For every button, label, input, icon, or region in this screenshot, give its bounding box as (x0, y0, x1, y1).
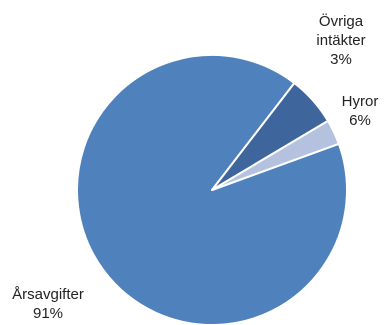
slice-label-line: 3% (330, 51, 352, 68)
slice-label-line: 91% (33, 305, 63, 322)
pie-labels: Årsavgifter 91% Hyror 6% Övriga intäkter 3% (12, 12, 378, 322)
slice-label: Årsavgifter 91% (12, 286, 84, 322)
slice-label: Hyror 6% (342, 93, 379, 129)
slice-label: Övriga intäkter 3% (316, 12, 365, 68)
slice-label-line: Årsavgifter (12, 286, 84, 303)
slice-label-line: 6% (349, 112, 371, 129)
slice-label-line: Hyror (342, 93, 379, 110)
slice-label-line: intäkter (316, 32, 365, 49)
pie-slices (76, 54, 348, 325)
pie-slice-övriga-intäkter (211, 119, 340, 191)
slice-label-line: Övriga (319, 12, 364, 30)
